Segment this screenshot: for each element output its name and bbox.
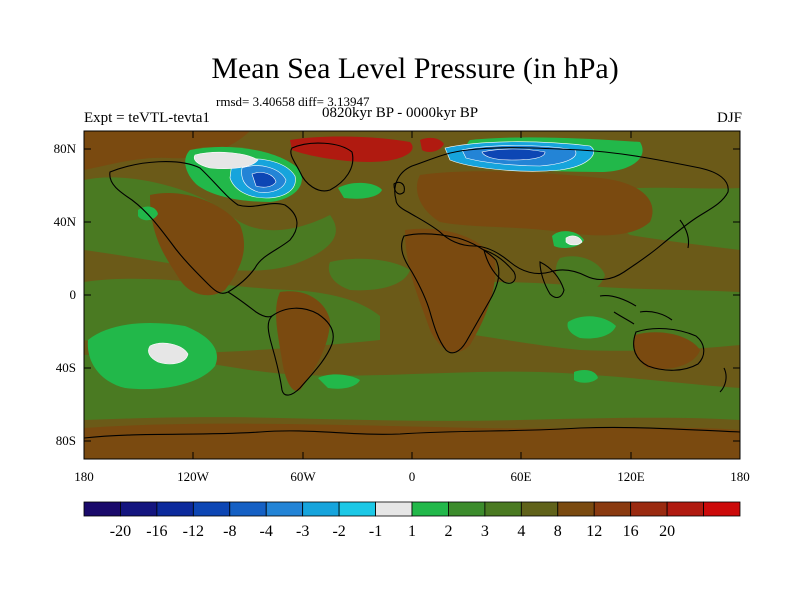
- latitude-axis: [84, 148, 740, 442]
- arctic-neutral-patch: [193, 151, 259, 170]
- greenland-coastline: [290, 142, 354, 192]
- siberia-red-high-region: [420, 137, 444, 152]
- coastlines: [84, 142, 740, 439]
- colorbar-swatch: [593, 501, 632, 517]
- north-america-coastline: [109, 161, 298, 294]
- south-america-warm-region: [276, 291, 330, 391]
- lon-label-60e: 60E: [511, 469, 532, 484]
- colorbar-label: -2: [332, 523, 345, 540]
- india-coastline: [539, 261, 565, 299]
- eurasia-coastline: [394, 147, 729, 281]
- south-indian-bright-green-patch: [574, 370, 598, 383]
- north-pacific-warm-region: [84, 131, 250, 170]
- colorbar-label: 16: [623, 523, 639, 540]
- colorbar-swatch: [229, 501, 267, 517]
- colorbar-label: -1: [369, 523, 382, 540]
- colorbar-swatch: [338, 501, 376, 517]
- tibet-neutral-patch: [565, 235, 583, 246]
- greenland-sea-bright-green-patch: [338, 182, 382, 199]
- colorbar-label: 1: [408, 523, 416, 540]
- colorbar-swatch: [630, 501, 668, 517]
- colorbar-swatch: [156, 501, 194, 517]
- colorbar-label: -12: [183, 523, 204, 540]
- colorbar-swatch: [192, 501, 231, 517]
- pressure-field: [84, 131, 740, 459]
- colorbar-label: 12: [586, 523, 602, 540]
- southeast-asia-islands-coastline: [599, 295, 673, 325]
- south-america-coastline: [267, 307, 334, 396]
- japan-coastline: [679, 219, 690, 249]
- colorbar-swatch: [265, 501, 304, 517]
- southern-ocean-green-band: [84, 353, 740, 421]
- arabia-coastline: [483, 249, 516, 284]
- lon-label-60w: 60W: [290, 469, 316, 484]
- eurasia-warm-region: [416, 171, 653, 236]
- fennoscandia-dark-blue-low: [481, 148, 546, 161]
- lat-label-80n: 80N: [54, 141, 77, 156]
- british-isles-coastline: [393, 181, 405, 195]
- colorbar-swatch: [83, 501, 121, 517]
- east-asia-green-region: [555, 256, 605, 294]
- lon-label-180-east: 180: [730, 469, 750, 484]
- south-pacific-neutral-patch: [148, 342, 189, 365]
- map-title: Mean Sea Level Pressure (in hPa): [211, 52, 619, 85]
- lon-label-120e: 120E: [617, 469, 645, 484]
- rmsd-diff-stats: rmsd= 3.40658 diff= 3.13947: [216, 94, 370, 109]
- longitude-axis: [192, 131, 632, 459]
- colorbar-swatch: [302, 501, 340, 517]
- period-label: 0820kyr BP - 0000kyr BP: [322, 105, 479, 121]
- australia-coastline: [633, 327, 705, 371]
- lon-label-180-west: 180: [74, 469, 94, 484]
- australia-warm-region: [633, 332, 700, 370]
- central-america-coastline: [227, 291, 273, 318]
- indian-ocean-bright-green-patch: [567, 316, 616, 339]
- lat-label-40n: 40N: [54, 214, 77, 229]
- colorbar-label: 3: [481, 523, 489, 540]
- colorbar-swatch: [666, 501, 704, 517]
- lat-label-80s: 80S: [56, 433, 76, 448]
- colorbar-swatch: [703, 501, 741, 517]
- lon-label-120w: 120W: [177, 469, 210, 484]
- new-zealand-coastline: [719, 367, 727, 393]
- africa-warm-region: [405, 228, 496, 353]
- colorbar-label: 2: [444, 523, 452, 540]
- africa-coastline: [401, 233, 500, 354]
- colorbar-swatch: [411, 501, 449, 517]
- colorbar-label: 8: [554, 523, 562, 540]
- lat-label-0: 0: [70, 287, 77, 302]
- colorbar-swatch: [484, 501, 522, 517]
- colorbar-label: -3: [296, 523, 309, 540]
- colorbar-swatch: [448, 501, 486, 517]
- lon-label-0: 0: [409, 469, 416, 484]
- season-label: DJF: [716, 110, 742, 126]
- colorbar-label: 4: [517, 523, 525, 540]
- colorbar-swatch: [375, 501, 413, 517]
- colorbar-label: -4: [260, 523, 273, 540]
- colorbar-swatch: [557, 501, 595, 517]
- north-america-warm-region: [150, 193, 245, 296]
- antarctica-coastline: [84, 426, 740, 439]
- laurentide-dark-blue-low: [251, 172, 277, 188]
- colorbar-label: -8: [223, 523, 236, 540]
- mid-atlantic-green-region: [328, 258, 410, 291]
- lat-label-40s: 40S: [56, 360, 76, 375]
- experiment-label: Expt = teVTL-tevta1: [84, 110, 210, 126]
- colorbar-swatch: [520, 501, 559, 517]
- colorbar-label: -16: [146, 523, 167, 540]
- south-atlantic-bright-green-patch: [318, 374, 360, 389]
- colorbar-label: 20: [659, 523, 675, 540]
- colorbar-swatch: [120, 501, 158, 517]
- colorbar-label: -20: [110, 523, 131, 540]
- colorbar: -20 -16 -12 -8 -4 -3 -2 -1 1 2 3 4 8 12 16 20: [83, 501, 741, 540]
